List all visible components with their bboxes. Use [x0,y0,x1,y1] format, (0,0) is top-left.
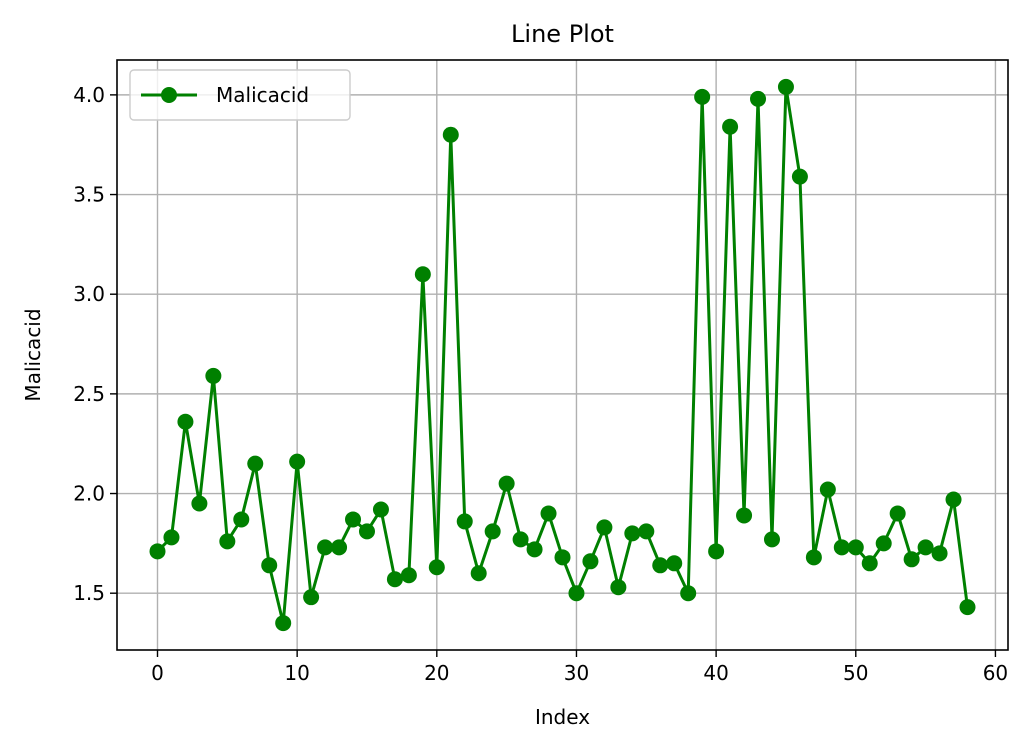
data-point [568,585,585,602]
data-point [149,543,166,560]
data-point [833,539,850,556]
y-tick-label: 1.5 [73,581,105,605]
x-tick-label: 40 [703,661,728,685]
data-point [708,543,725,560]
data-point [456,513,473,530]
x-tick-label: 60 [983,661,1008,685]
data-point [386,571,403,588]
data-point [763,531,780,548]
data-point [331,539,348,556]
plot-frame [116,59,1009,651]
data-point [512,531,529,548]
y-tick-label: 2.0 [73,482,105,506]
data-point [261,557,278,574]
data-point [289,453,306,470]
data-point [498,475,515,492]
data-point [889,505,906,522]
data-point [959,599,976,616]
data-point [736,507,753,524]
data-point [666,555,683,572]
data-point [875,535,892,552]
data-point [903,551,920,568]
data-point [931,545,948,562]
y-tick-label: 4.0 [73,83,105,107]
y-tick-label: 2.5 [73,382,105,406]
data-point [205,367,222,384]
data-point [750,90,767,107]
data-point [610,579,627,596]
data-point [414,266,431,283]
x-axis-label: Index [535,705,590,729]
legend: Malicacid [129,69,351,121]
grid [117,60,1008,650]
data-point [694,88,711,105]
data-point [945,491,962,508]
data-point [484,523,501,540]
data-point [554,549,571,566]
series-layer [149,78,976,632]
data-point [847,539,864,556]
x-tick-label: 0 [151,661,164,685]
data-point [680,585,697,602]
data-point [722,118,739,135]
data-point [805,549,822,566]
data-point [372,501,389,518]
data-point [777,78,794,95]
data-point [819,481,836,498]
data-point [428,559,445,576]
y-tick-label: 3.5 [73,183,105,207]
data-point [317,539,334,556]
data-point [303,589,320,606]
y-axis-label: Malicacid [21,308,45,401]
data-point [652,557,669,574]
data-point [442,126,459,143]
legend-box [129,69,351,121]
data-point [177,413,194,430]
data-point [791,168,808,185]
data-point [345,511,362,528]
data-point [275,615,292,632]
data-point [470,565,487,582]
x-tick-label: 50 [843,661,868,685]
y-tick-label: 3.0 [73,282,105,306]
data-point [624,525,641,542]
data-point [540,505,557,522]
data-point [638,523,655,540]
data-point [861,555,878,572]
data-point [247,455,264,472]
data-point [400,567,417,584]
legend-entry-malicacid: Malicacid [216,83,309,107]
data-point [526,541,543,558]
x-tick-label: 30 [564,661,589,685]
axis-ticks: 0 10 20 30 40 50 60 1.5 2.0 2.5 3.0 3.5 4.0 [73,83,1008,685]
data-point [358,523,375,540]
data-point [219,533,236,550]
data-point [163,529,180,546]
data-point [582,553,599,570]
data-point [233,511,250,528]
data-point [191,495,208,512]
x-tick-label: 10 [284,661,309,685]
legend-marker-swatch [161,87,177,103]
data-point [917,539,934,556]
x-tick-label: 20 [424,661,449,685]
data-point [596,519,613,536]
chart-title: Line Plot [511,20,614,48]
